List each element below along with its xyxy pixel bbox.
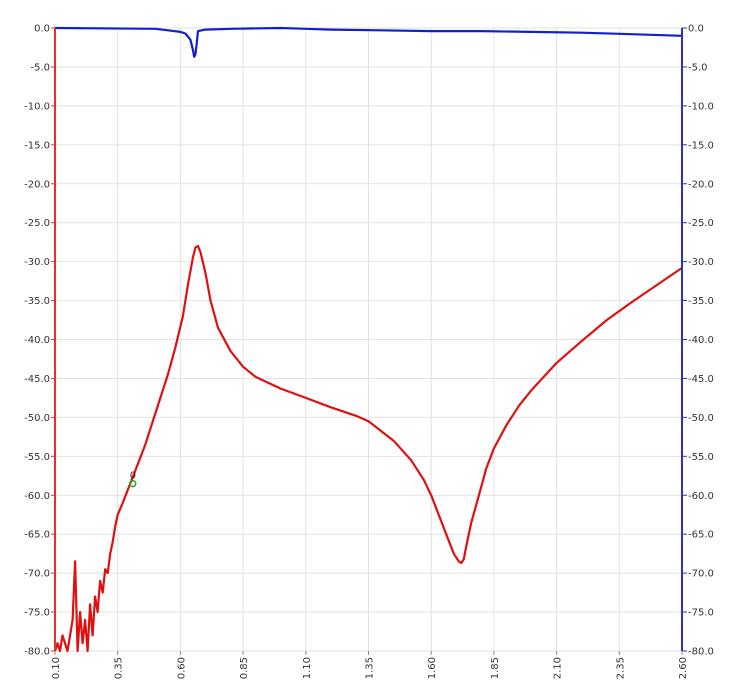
marker-label: 0 <box>130 471 136 482</box>
left-y-tick-label: 0.0 <box>34 24 50 35</box>
right-y-tick-labels: 0.0 -5.0 -10.0 -15.0 -20.0 -25.0 -30.0 -35.0 -40… <box>682 24 714 658</box>
left-y-tick-label: -60.0 <box>24 491 50 502</box>
x-tick-label: 2.35 <box>615 657 626 679</box>
series-line-right-axis <box>54 26 683 58</box>
x-tick-label: 1.85 <box>490 657 501 679</box>
left-y-tick-label: -65.0 <box>24 530 50 541</box>
right-y-tick-label: -75.0 <box>688 608 714 619</box>
x-tick-label: 2.10 <box>553 657 564 679</box>
left-y-tick-labels: 0.0 -5.0 -10.0 -15.0 -20.0 -25.0 -30.0 -35.0 -40… <box>24 24 55 658</box>
left-y-tick-label: -55.0 <box>24 452 50 463</box>
x-tick-label: 0.35 <box>114 657 125 679</box>
right-y-tick-label: -35.0 <box>688 296 714 307</box>
right-y-tick-label: -80.0 <box>688 647 714 658</box>
right-y-tick-label: -55.0 <box>688 452 714 463</box>
right-y-tick-label: -10.0 <box>688 101 714 112</box>
left-y-tick-label: -30.0 <box>24 257 50 268</box>
x-tick-label: 1.35 <box>365 657 376 679</box>
right-y-tick-label: -65.0 <box>688 530 714 541</box>
x-tick-label: 2.60 <box>678 657 689 679</box>
right-y-tick-label: -25.0 <box>688 218 714 229</box>
x-tick-label: 0.85 <box>239 657 250 679</box>
x-tick-label: 1.10 <box>302 657 313 679</box>
right-y-tick-label: -15.0 <box>688 140 714 151</box>
left-y-tick-label: -45.0 <box>24 374 50 385</box>
left-y-tick-label: -25.0 <box>24 218 50 229</box>
x-tick-label: 1.60 <box>427 657 438 679</box>
left-y-tick-label: -40.0 <box>24 335 50 346</box>
x-tick-labels: 0.10 0.35 0.60 0.85 1.10 1.35 1.60 1.85 2.10 2.35… <box>51 651 689 679</box>
right-y-tick-label: -60.0 <box>688 491 714 502</box>
left-y-tick-label: -70.0 <box>24 569 50 580</box>
left-y-tick-label: -35.0 <box>24 296 50 307</box>
right-y-tick-label: 0.0 <box>688 24 704 35</box>
right-y-tick-label: -45.0 <box>688 374 714 385</box>
left-y-tick-label: -20.0 <box>24 179 50 190</box>
series-layer <box>53 26 683 653</box>
right-y-tick-label: -70.0 <box>688 569 714 580</box>
left-y-tick-label: -50.0 <box>24 413 50 424</box>
series-line-left-axis <box>53 244 683 653</box>
marker-layer: 0 <box>128 471 137 488</box>
right-y-tick-label: -5.0 <box>688 62 708 73</box>
right-y-tick-label: -30.0 <box>688 257 714 268</box>
left-y-tick-label: -75.0 <box>24 608 50 619</box>
marker-point[interactable] <box>128 479 137 488</box>
right-y-tick-label: -40.0 <box>688 335 714 346</box>
left-y-tick-label: -80.0 <box>24 647 50 658</box>
left-y-tick-label: -10.0 <box>24 101 50 112</box>
left-y-tick-label: -15.0 <box>24 140 50 151</box>
right-y-tick-label: -50.0 <box>688 413 714 424</box>
x-tick-label: 0.10 <box>51 657 62 679</box>
left-y-tick-label: -5.0 <box>30 62 50 73</box>
right-y-tick-label: -20.0 <box>688 179 714 190</box>
x-tick-label: 0.60 <box>176 657 187 679</box>
